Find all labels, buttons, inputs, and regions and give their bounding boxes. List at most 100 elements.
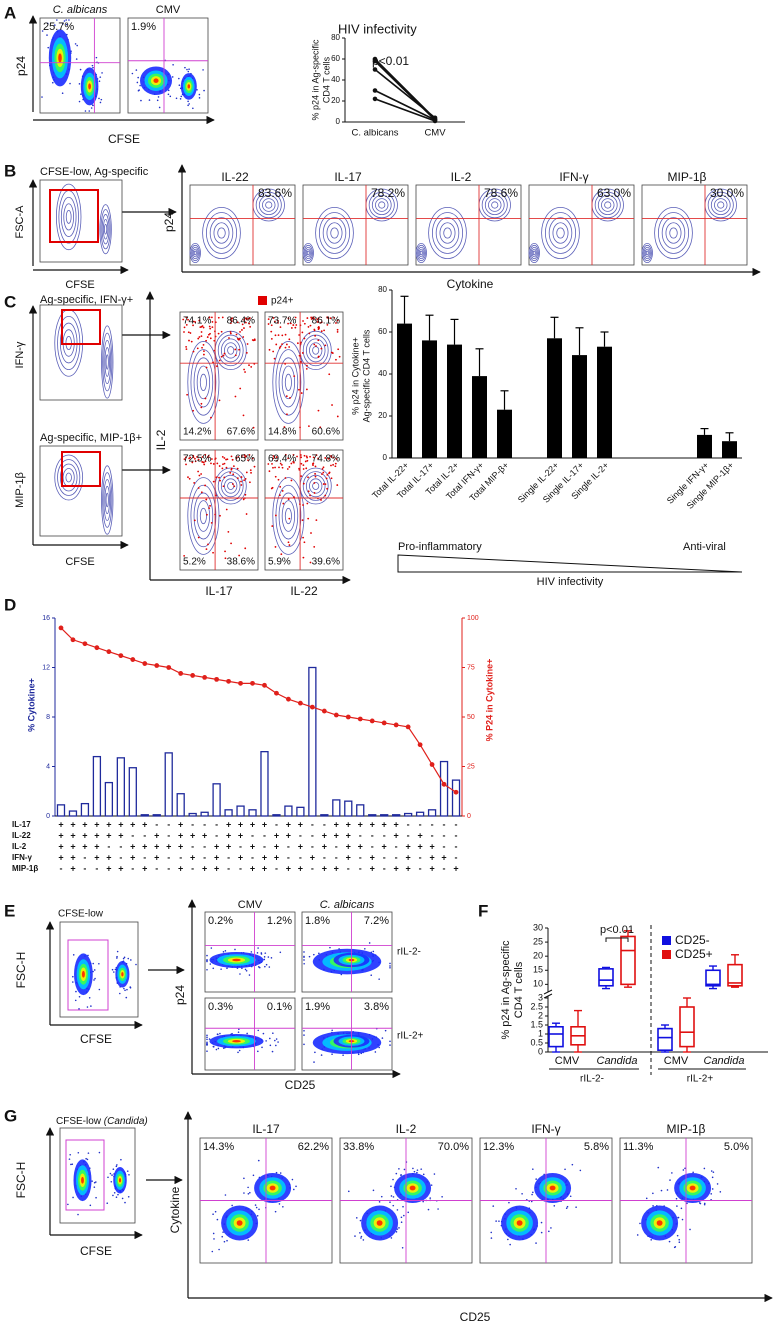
box [598, 968, 614, 987]
contour [191, 246, 199, 260]
event-dot [370, 974, 373, 977]
event-dot [236, 467, 239, 470]
event-dot [99, 101, 102, 104]
gate-percent: 78.2% [371, 186, 405, 200]
event-dot [128, 1174, 130, 1176]
event-dot [72, 975, 74, 978]
bar [572, 355, 587, 458]
event-dot [317, 328, 320, 331]
density-level [549, 1185, 556, 1191]
event-dot [208, 1038, 211, 1040]
box [657, 1027, 673, 1051]
event-dot [326, 487, 329, 490]
event-dot [247, 1193, 250, 1195]
event-dot [188, 68, 190, 70]
event-dot [287, 322, 290, 325]
sign: - [275, 819, 278, 829]
event-dot [63, 20, 66, 22]
bar [356, 804, 365, 817]
event-dot [332, 456, 335, 459]
event-dot [282, 502, 285, 505]
y-tick-label: 20 [331, 96, 340, 105]
bar [224, 809, 233, 817]
event-dot [129, 987, 132, 989]
event-dot [429, 1197, 432, 1199]
event-dot [221, 316, 224, 319]
flow-plot: 73.7% 86.1% 14.8% 60.6% [264, 311, 344, 441]
event-dot [192, 107, 194, 110]
event-dot [313, 482, 316, 484]
event-dot [314, 1051, 316, 1054]
sign: + [154, 830, 159, 840]
contour [60, 196, 77, 237]
event-dot [306, 364, 308, 367]
contour [213, 222, 230, 244]
event-dot [305, 388, 308, 391]
event-dot [286, 413, 288, 416]
sign: - [179, 852, 182, 862]
event-dot [68, 1158, 71, 1160]
contour [187, 341, 220, 424]
event-dot [389, 962, 391, 965]
event-dot [249, 481, 251, 484]
density-level [153, 78, 159, 83]
group-label: Candida [704, 1055, 745, 1067]
event-dot [203, 463, 206, 466]
event-dot [137, 76, 139, 79]
plot-title: MIP-1β [667, 1122, 706, 1136]
event-dot [246, 343, 249, 345]
density-level [81, 970, 85, 978]
event-dot [407, 1211, 410, 1214]
event-dot [303, 956, 305, 958]
point [106, 649, 112, 655]
event-dot [250, 951, 253, 953]
point [309, 704, 315, 710]
event-dot [427, 1208, 430, 1211]
contour [224, 342, 238, 359]
event-dot [675, 1197, 678, 1200]
gate-percent: 14.2% [183, 427, 211, 438]
event-dot [263, 956, 266, 958]
bar [92, 755, 102, 817]
contour [302, 242, 314, 263]
bar [597, 346, 612, 458]
sign: - [359, 830, 362, 840]
contour [209, 217, 234, 249]
event-dot [262, 1032, 265, 1035]
contour [255, 191, 282, 219]
sign: + [130, 852, 135, 862]
gate-percent: 86.1% [312, 316, 340, 327]
event-dot [224, 1194, 227, 1196]
event-dot [309, 324, 312, 327]
event-dot [334, 462, 337, 465]
event-dot [326, 473, 329, 476]
contour [717, 201, 725, 209]
event-dot [137, 89, 140, 92]
sign: - [359, 852, 362, 862]
event-dot [110, 1180, 113, 1183]
event-dot [360, 1237, 362, 1239]
group-label: CMV [555, 1055, 580, 1067]
contour [99, 204, 112, 255]
bar [128, 767, 137, 817]
event-dot [206, 513, 208, 516]
gate-title: Ag-specific, IFN-γ+ [40, 294, 133, 306]
event-dot [205, 498, 208, 501]
sign: - [167, 830, 170, 840]
event-dot [244, 493, 247, 496]
event-dot [217, 316, 220, 319]
event-dot [203, 353, 205, 356]
y2-tick-label: 25 [467, 763, 475, 770]
event-dot [222, 485, 225, 488]
event-dot [106, 1202, 109, 1204]
event-dot [257, 1050, 259, 1053]
sign: + [405, 863, 410, 873]
event-dot [265, 963, 268, 966]
event-dot [354, 1235, 356, 1237]
sign: + [214, 852, 219, 862]
bar [212, 783, 221, 817]
event-dot [332, 463, 335, 466]
event-dot [206, 968, 208, 971]
point [154, 663, 160, 668]
sign: - [227, 863, 230, 873]
